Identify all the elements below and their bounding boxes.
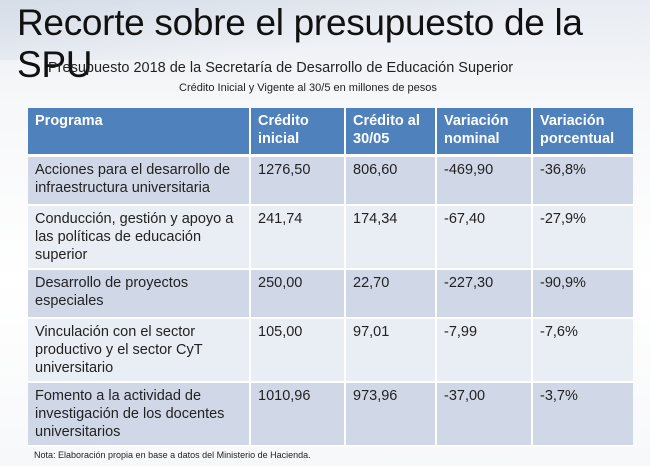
- table-row: Desarrollo de proyectos especiales 250,00…: [28, 269, 633, 319]
- cell-variacion-nominal: -37,00: [436, 382, 533, 447]
- cell-credito-30-05: 22,70: [345, 269, 437, 319]
- background-swoosh: [0, 0, 650, 60]
- table-row: Fomento a la actividad de investigación …: [28, 382, 633, 447]
- source-note: Nota: Elaboración propia en base a datos…: [34, 450, 311, 460]
- header-variacion-nominal: Variación nominal: [436, 108, 533, 157]
- cell-credito-inicial: 1010,96: [250, 382, 346, 447]
- cell-variacion-porcentual: -3,7%: [532, 382, 633, 447]
- cell-credito-30-05: 973,96: [345, 382, 437, 447]
- cell-programa: Fomento a la actividad de investigación …: [28, 382, 251, 447]
- cell-variacion-porcentual: -90,9%: [532, 269, 633, 319]
- cell-variacion-nominal: -67,40: [436, 205, 533, 270]
- table-title: Presupuesto 2018 de la Secretaría de Des…: [48, 60, 514, 76]
- cell-programa: Conducción, gestión y apoyo a las políti…: [28, 205, 251, 270]
- cell-credito-inicial: 105,00: [250, 318, 346, 383]
- header-credito-inicial: Crédito inicial: [250, 108, 346, 157]
- budget-table: Programa Crédito inicial Crédito al 30/0…: [28, 108, 633, 447]
- cell-programa: Desarrollo de proyectos especiales: [28, 269, 251, 319]
- cell-programa: Vinculación con el sector productivo y e…: [28, 318, 251, 383]
- table-row: Conducción, gestión y apoyo a las políti…: [28, 205, 633, 270]
- table-row: Vinculación con el sector productivo y e…: [28, 318, 633, 383]
- cell-credito-inicial: 241,74: [250, 205, 346, 270]
- cell-programa: Acciones para el desarrollo de infraestr…: [28, 155, 251, 206]
- header-variacion-porcentual: Variación porcentual: [532, 108, 633, 157]
- cell-variacion-nominal: -7,99: [436, 318, 533, 383]
- cell-variacion-porcentual: -27,9%: [532, 205, 633, 270]
- cell-credito-30-05: 174,34: [345, 205, 437, 270]
- cell-variacion-nominal: -469,90: [436, 155, 533, 206]
- header-programa: Programa: [28, 108, 251, 157]
- cell-credito-inicial: 250,00: [250, 269, 346, 319]
- table-header-row: Programa Crédito inicial Crédito al 30/0…: [28, 108, 633, 157]
- table-row: Acciones para el desarrollo de infraestr…: [28, 155, 633, 206]
- cell-credito-30-05: 806,60: [345, 155, 437, 206]
- cell-credito-30-05: 97,01: [345, 318, 437, 383]
- cell-variacion-porcentual: -36,8%: [532, 155, 633, 206]
- cell-variacion-porcentual: -7,6%: [532, 318, 633, 383]
- cell-variacion-nominal: -227,30: [436, 269, 533, 319]
- cell-credito-inicial: 1276,50: [250, 155, 346, 206]
- table-subtitle: Crédito Inicial y Vigente al 30/5 en mil…: [179, 82, 437, 94]
- slide-title: Recorte sobre el presupuesto de la SPU: [17, 2, 583, 85]
- header-credito-30-05: Crédito al 30/05: [345, 108, 437, 157]
